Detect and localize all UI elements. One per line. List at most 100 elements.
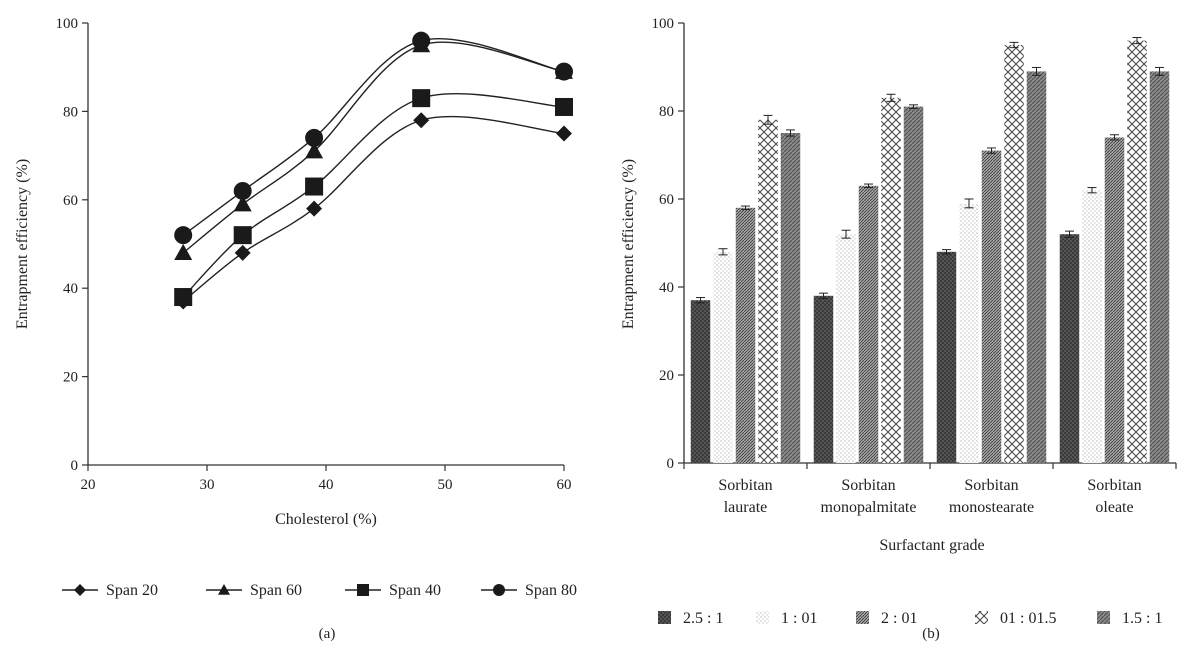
data-point xyxy=(174,243,193,261)
y-tick-label: 60 xyxy=(659,192,674,208)
bar xyxy=(735,207,756,463)
bar xyxy=(836,234,856,463)
legend-label: Span 80 xyxy=(525,582,577,599)
category-label: Sorbitan xyxy=(964,477,1018,494)
legend-marker xyxy=(74,584,86,596)
y-tick-label: 100 xyxy=(652,16,675,32)
y-tick-label: 60 xyxy=(63,193,78,209)
bar xyxy=(690,300,711,463)
series-circle xyxy=(174,31,573,245)
category-label: monostearate xyxy=(949,499,1034,516)
y-tick-label: 80 xyxy=(659,104,674,120)
data-point xyxy=(233,181,252,200)
legend-marker xyxy=(357,584,369,596)
data-point xyxy=(234,244,251,261)
error-bar xyxy=(909,104,918,109)
panel-label: (a) xyxy=(319,626,336,642)
legend-marker xyxy=(218,584,230,595)
x-tick-label: 30 xyxy=(200,477,215,493)
data-point xyxy=(555,97,573,116)
error-bar xyxy=(886,93,896,102)
error-bar xyxy=(1032,66,1041,76)
x-tick-group: 20 30 40 50 60 xyxy=(81,465,572,493)
bar xyxy=(858,185,879,464)
data-point xyxy=(306,200,323,217)
data-point xyxy=(305,142,324,159)
bar xyxy=(813,295,834,463)
bar xyxy=(1149,71,1170,464)
data-point xyxy=(556,125,572,142)
legend-swatch xyxy=(1097,611,1110,624)
data-point xyxy=(413,112,430,129)
data-point xyxy=(305,128,324,147)
legend-label: 01 : 01.5 xyxy=(1000,610,1056,627)
category-label: Sorbitan xyxy=(1087,477,1141,494)
legend-item: Span 40 xyxy=(345,582,441,599)
bar xyxy=(936,251,957,463)
x-axis-label: Surfactant grade xyxy=(879,537,984,554)
data-point xyxy=(233,195,252,212)
error-bar xyxy=(1009,41,1019,49)
legend-item: Span 60 xyxy=(206,582,302,599)
y-tick-label: 20 xyxy=(63,370,78,386)
x-tick-label: 50 xyxy=(438,477,453,493)
bar xyxy=(713,251,733,463)
error-bar xyxy=(786,129,795,137)
x-tick-label: 60 xyxy=(557,477,572,493)
series-square xyxy=(174,89,573,307)
bar xyxy=(1059,234,1080,463)
data-point xyxy=(412,89,431,108)
legend-swatch xyxy=(975,611,988,624)
data-point xyxy=(174,226,193,245)
error-bar xyxy=(741,205,750,211)
error-bar xyxy=(819,292,828,299)
bar xyxy=(1026,71,1047,464)
category-label: Sorbitan xyxy=(841,477,895,494)
bar xyxy=(1004,45,1024,463)
legend-label: 1.5 : 1 xyxy=(1122,610,1162,627)
legend-label: Span 40 xyxy=(389,582,441,599)
bar xyxy=(1127,40,1147,463)
series-group xyxy=(174,31,573,310)
series-line xyxy=(182,115,565,303)
data-point xyxy=(233,226,252,245)
legend-swatch xyxy=(856,611,869,624)
legend-item: Span 80 xyxy=(481,582,577,599)
legend-swatch xyxy=(756,611,769,624)
legend-item: 1 : 01 xyxy=(756,610,817,627)
y-axis-label: Entrapment efficiency (%) xyxy=(620,159,637,329)
bar xyxy=(881,97,901,464)
legend-marker xyxy=(493,584,505,596)
error-bar xyxy=(1065,230,1074,238)
y-tick-label: 0 xyxy=(71,458,79,474)
category-label: laurate xyxy=(724,499,768,516)
y-tick-label: 40 xyxy=(63,281,78,297)
legend-item: Span 20 xyxy=(62,582,158,599)
x-axis-label: Cholesterol (%) xyxy=(275,511,377,528)
y-tick-label: 0 xyxy=(667,456,675,472)
legend-label: 2 : 01 xyxy=(881,610,917,627)
legend-label: Span 60 xyxy=(250,582,302,599)
error-bar xyxy=(864,183,873,189)
category-label: monopalmitate xyxy=(821,499,917,516)
x-tick-label: 20 xyxy=(81,477,96,493)
bar xyxy=(1104,137,1125,463)
error-bar xyxy=(718,248,728,256)
legend-label: Span 20 xyxy=(106,582,158,599)
panel-label: (b) xyxy=(922,626,940,642)
bar-chart-panel: 0 20 40 60 80 100 Sorbitan laurate Sorbitan mono… xyxy=(620,16,1177,642)
legend: Span 20 Span 60 Span 40 Span 80 xyxy=(62,582,577,599)
data-point xyxy=(555,62,573,81)
bar-group xyxy=(690,37,1170,464)
bar xyxy=(981,150,1002,463)
error-bar xyxy=(763,114,773,125)
legend-item: 01 : 01.5 xyxy=(975,610,1056,627)
y-axis-label: Entrapment efficiency (%) xyxy=(14,159,31,329)
legend: 2.5 : 1 1 : 01 2 : 01 01 : 01.5 1.5 : 1 xyxy=(658,610,1162,627)
legend-label: 1 : 01 xyxy=(781,610,817,627)
error-bar xyxy=(1132,37,1142,45)
legend-item: 2.5 : 1 xyxy=(658,610,723,627)
error-bar xyxy=(696,297,705,304)
